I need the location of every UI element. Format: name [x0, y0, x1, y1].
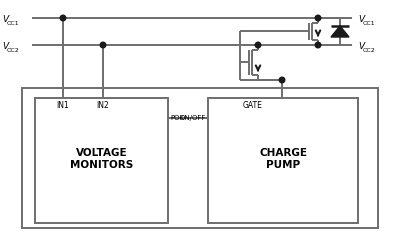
Polygon shape	[331, 26, 349, 37]
Circle shape	[315, 42, 321, 48]
Text: VOLTAGE: VOLTAGE	[76, 149, 127, 159]
Circle shape	[100, 42, 106, 48]
Text: ON/OFF: ON/OFF	[180, 115, 206, 121]
Circle shape	[279, 77, 285, 83]
Circle shape	[60, 15, 66, 21]
Text: $\mathit{V}$: $\mathit{V}$	[2, 13, 11, 23]
Text: GATE: GATE	[243, 101, 263, 110]
Text: CC2: CC2	[363, 47, 376, 53]
Bar	[208, 98, 358, 223]
Bar	[22, 88, 378, 228]
Text: POK: POK	[170, 115, 184, 121]
Text: CC1: CC1	[7, 20, 20, 26]
Text: CC1: CC1	[363, 20, 376, 26]
Text: IN1: IN1	[57, 101, 69, 110]
Text: CHARGE: CHARGE	[259, 149, 307, 159]
Circle shape	[315, 15, 321, 21]
Bar	[35, 98, 168, 223]
Text: CC2: CC2	[7, 47, 20, 53]
Text: $\mathit{V}$: $\mathit{V}$	[2, 40, 11, 50]
Text: PUMP: PUMP	[266, 160, 300, 170]
Text: $\mathit{V}$: $\mathit{V}$	[358, 13, 367, 23]
Text: $\mathit{V}$: $\mathit{V}$	[358, 40, 367, 50]
Circle shape	[255, 42, 261, 48]
Text: MONITORS: MONITORS	[70, 160, 133, 170]
Text: IN2: IN2	[97, 101, 109, 110]
